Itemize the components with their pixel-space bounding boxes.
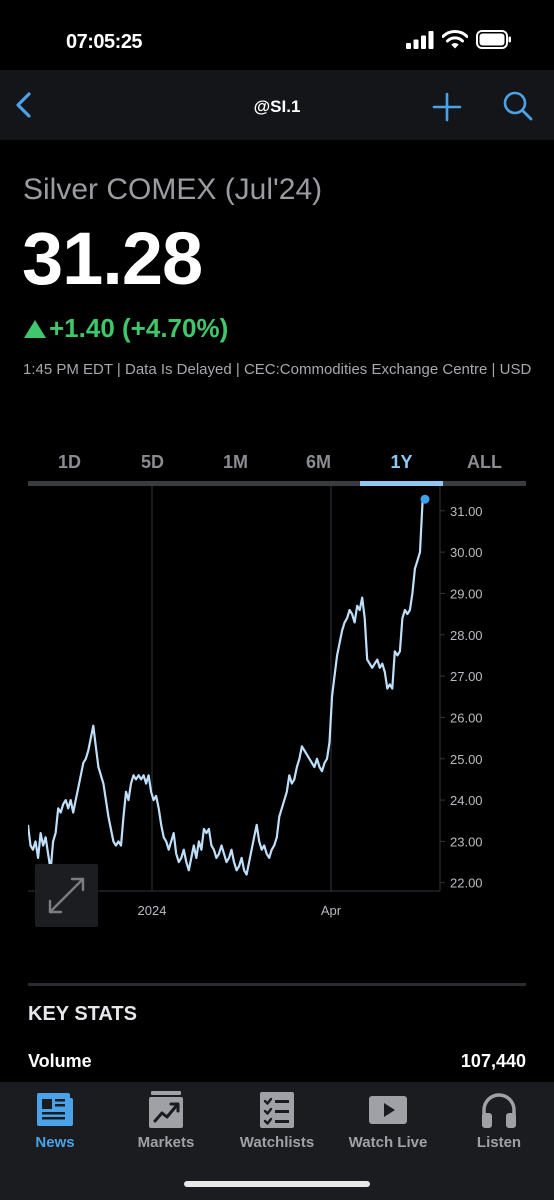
nav-title: @SI.1 xyxy=(253,97,301,116)
range-tab-label: 1M xyxy=(222,452,248,472)
range-tabs: 1D 5D 1M 6M 1Y ALL xyxy=(28,448,526,486)
tab-markets[interactable]: Markets xyxy=(111,1090,221,1151)
volume-label: Volume xyxy=(28,1051,92,1071)
status-bar: 07:05:25 xyxy=(0,0,554,70)
y-tick-label: 30.00 xyxy=(450,545,483,560)
y-tick-label: 28.00 xyxy=(450,628,483,643)
quote-change: +1.40 (+4.70%) xyxy=(23,313,228,344)
y-tick-label: 23.00 xyxy=(450,834,483,849)
quote-name: Silver COMEX (Jul'24) xyxy=(23,173,323,206)
volume-value: 107,440 xyxy=(460,1051,526,1071)
markets-icon xyxy=(149,1091,183,1128)
battery-icon xyxy=(476,30,511,49)
range-tab-label: 1D xyxy=(57,452,81,472)
y-tick-label: 27.00 xyxy=(450,669,483,684)
range-tab-label: 5D xyxy=(140,452,164,472)
wifi-icon xyxy=(442,30,468,49)
expand-chart-button[interactable] xyxy=(35,864,98,927)
range-tab-label: 6M xyxy=(305,452,331,472)
status-time: 07:05:25 xyxy=(66,31,143,53)
quote-meta: 1:45 PM EDT | Data Is Delayed | CEC:Comm… xyxy=(23,361,532,378)
y-tick-label: 22.00 xyxy=(450,876,483,891)
up-triangle-icon xyxy=(24,319,46,338)
quote-change-value: +1.40 (+4.70%) xyxy=(49,313,229,343)
play-icon xyxy=(369,1096,407,1124)
tab-label: Listen xyxy=(476,1134,522,1151)
x-axis-labels: 2024 Apr xyxy=(138,903,342,918)
range-tab-all[interactable]: ALL xyxy=(443,448,526,486)
tab-label: News xyxy=(35,1134,75,1151)
range-tab-5d[interactable]: 5D xyxy=(111,448,194,486)
last-price-point xyxy=(420,494,430,504)
range-tab-label: ALL xyxy=(467,452,502,472)
tab-label: Markets xyxy=(137,1134,195,1151)
x-tick-label: Apr xyxy=(321,903,342,918)
y-tick-label: 25.00 xyxy=(450,752,483,767)
expand-icon xyxy=(48,877,85,914)
y-axis-labels: 31.00 30.00 29.00 28.00 27.00 26.00 25.00 24.00… xyxy=(440,504,483,891)
news-icon xyxy=(37,1093,73,1126)
status-icons xyxy=(406,30,512,49)
watchlists-icon xyxy=(260,1092,294,1128)
tab-listen[interactable]: Listen xyxy=(444,1090,554,1151)
chart-grid xyxy=(28,486,441,892)
range-tab-label: 1Y xyxy=(390,452,413,472)
nav-bar: @SI.1 xyxy=(0,70,554,140)
range-tab-1m[interactable]: 1M xyxy=(194,448,277,486)
key-stats-title: KEY STATS xyxy=(28,1003,137,1025)
tab-label: Watchlists xyxy=(239,1134,315,1151)
price-line xyxy=(28,498,426,876)
quote-price: 31.28 xyxy=(22,217,203,300)
section-divider xyxy=(28,983,526,986)
tab-label: Watch Live xyxy=(348,1134,428,1151)
range-tab-1y[interactable]: 1Y xyxy=(360,448,443,486)
y-tick-label: 24.00 xyxy=(450,793,483,808)
home-indicator xyxy=(184,1181,370,1187)
bottom-tab-bar: News Markets Watchlists Watch Live xyxy=(0,1082,554,1200)
y-tick-label: 26.00 xyxy=(450,710,483,725)
range-tab-1d[interactable]: 1D xyxy=(28,448,111,486)
range-tab-6m[interactable]: 6M xyxy=(277,448,360,486)
tab-watchlists[interactable]: Watchlists xyxy=(222,1090,332,1151)
tab-watch-live[interactable]: Watch Live xyxy=(333,1090,443,1151)
y-tick-label: 31.00 xyxy=(450,504,483,519)
cellular-signal-icon xyxy=(406,30,434,49)
y-tick-label: 29.00 xyxy=(450,586,483,601)
add-to-watchlist-icon[interactable] xyxy=(432,92,462,122)
price-chart[interactable]: 31.00 30.00 29.00 28.00 27.00 26.00 25.00 24.00… xyxy=(28,486,526,926)
back-chevron-icon[interactable] xyxy=(10,90,40,120)
search-icon[interactable] xyxy=(502,90,534,122)
headphones-icon xyxy=(482,1093,516,1128)
x-tick-label: 2024 xyxy=(138,903,167,918)
tab-news[interactable]: News xyxy=(0,1090,110,1151)
